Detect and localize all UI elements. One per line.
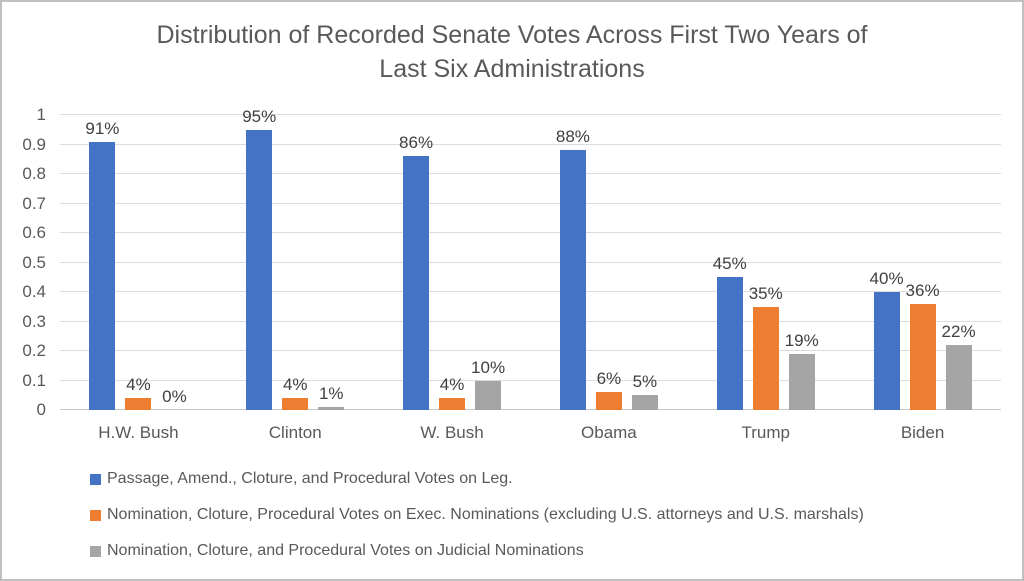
y-tick-label: 0.9: [22, 134, 46, 154]
bar-group: 86% 4% 10%: [374, 115, 531, 410]
gridline: [60, 291, 1001, 292]
bar-executive-nominations: 4%: [125, 375, 152, 410]
y-tick-label: 1: [36, 105, 46, 124]
x-axis-label: Obama: [581, 423, 637, 442]
bar-value-label: 88%: [555, 127, 590, 147]
x-axis-label: W. Bush: [420, 423, 484, 442]
gridline: [60, 379, 1001, 381]
x-axis-label: H.W. Bush: [98, 423, 179, 442]
legend-item-executive-nominations: Nomination, Cloture, Procedural Votes on…: [90, 505, 864, 525]
x-axis-label: Clinton: [268, 423, 322, 442]
y-tick-label: 0.3: [22, 311, 46, 331]
bar-executive-nominations: 36%: [906, 281, 940, 410]
bar-value-label: 86%: [399, 133, 434, 153]
legend-color-swatch: [90, 509, 101, 521]
plot-area: 91% 4% 0% 95% 4% 1% 86% 4% 10% 88% 6% 5% 45% 35% 19% 40…: [60, 107, 1001, 410]
bar-legislation: 95%: [242, 107, 276, 410]
y-tick-label: 0.5: [22, 252, 46, 272]
bar-group: 40% 36% 22%: [844, 115, 1001, 410]
chart-title-line-2: Last Six Administrations: [379, 55, 645, 83]
legend-color-swatch: [90, 545, 101, 557]
x-axis-label: Biden: [900, 423, 945, 442]
bar-judicial-nominations: 19%: [785, 331, 819, 410]
bar-value-label: 6%: [596, 369, 622, 389]
gridline: [60, 173, 1001, 174]
gridline: [60, 261, 1001, 263]
y-tick-label: 0.4: [22, 282, 46, 301]
legend-item-judicial-nominations: Nomination, Cloture, and Procedural Vote…: [90, 541, 864, 561]
y-tick-label: 0.1: [22, 370, 46, 390]
chart-title-line-1: Distribution of Recorded Senate Votes Ac…: [156, 21, 868, 49]
y-tick-label: 0.7: [22, 193, 46, 213]
legend-label: Passage, Amend., Cloture, and Procedural…: [107, 470, 513, 487]
bar-value-label: 19%: [784, 330, 819, 350]
gridline: [60, 143, 1001, 145]
y-tick-label: 0.6: [22, 223, 46, 242]
bar-value-label: 95%: [242, 106, 277, 126]
bar-legislation: 45%: [713, 254, 747, 410]
bar-group: 95% 4% 1%: [217, 107, 374, 410]
chart-title: Distribution of Recorded Senate Votes Ac…: [2, 18, 1022, 86]
bar-value-label: 4%: [282, 375, 308, 395]
bar-executive-nominations: 4%: [439, 375, 466, 410]
bar-value-label: 5%: [632, 372, 658, 392]
legend-color-swatch: [90, 473, 101, 485]
bar-value-label: 35%: [748, 283, 783, 303]
legend-item-legislation: Passage, Amend., Cloture, and Procedural…: [90, 469, 864, 489]
bar-value-label: 40%: [869, 269, 904, 288]
bar-executive-nominations: 6%: [595, 369, 622, 410]
bar-judicial-nominations: 5%: [631, 372, 658, 410]
bar-group: 45% 35% 19%: [687, 115, 844, 410]
bar-value-label: 91%: [85, 118, 120, 138]
bar-legislation: 88%: [556, 127, 590, 410]
x-axis: H.W. Bush Clinton W. Bush Obama Trump Biden: [60, 423, 1001, 443]
bar-judicial-nominations: 10%: [471, 358, 505, 410]
bar-judicial-nominations: 22%: [942, 322, 976, 410]
legend-label: Nomination, Cloture, and Procedural Vote…: [107, 542, 584, 559]
gridline: [60, 320, 1001, 322]
bar-value-label: 0%: [162, 387, 187, 406]
bar-group: 88% 6% 5%: [530, 115, 687, 410]
bar-value-label: 1%: [318, 384, 344, 404]
bar-executive-nominations: 4%: [282, 375, 309, 410]
bar-group: 91% 4% 0%: [60, 115, 217, 410]
bar-judicial-nominations: 1%: [318, 384, 345, 410]
gridline: [60, 350, 1001, 351]
bar-legislation: 91%: [85, 119, 119, 410]
bar-value-label: 4%: [439, 375, 465, 395]
bar-value-label: 10%: [471, 357, 506, 377]
gridline: [60, 232, 1001, 233]
bar-value-label: 36%: [905, 280, 940, 300]
bar-legislation: 40%: [870, 269, 904, 410]
bar-value-label: 45%: [712, 254, 747, 274]
x-axis-line: [60, 409, 1001, 410]
bar-value-label: 4%: [126, 375, 151, 395]
gridline: [60, 114, 1001, 115]
y-tick-label: 0.8: [22, 164, 46, 183]
legend-label: Nomination, Cloture, Procedural Votes on…: [107, 506, 864, 523]
y-axis: 0 0.1 0.2 0.3 0.4 0.5 0.6 0.7 0.8 0.9 1: [2, 105, 54, 419]
gridline: [60, 202, 1001, 204]
bar-legislation: 86%: [399, 133, 433, 410]
x-axis-label: Trump: [741, 423, 790, 442]
legend: Passage, Amend., Cloture, and Procedural…: [90, 469, 864, 577]
y-tick-label: 0.2: [22, 341, 46, 360]
bar-executive-nominations: 35%: [749, 284, 783, 410]
y-tick-label: 0: [36, 400, 46, 419]
bar-groups: 91% 4% 0% 95% 4% 1% 86% 4% 10% 88% 6% 5% 45% 35% 19% 40…: [60, 107, 1001, 410]
bar-value-label: 22%: [941, 322, 976, 342]
